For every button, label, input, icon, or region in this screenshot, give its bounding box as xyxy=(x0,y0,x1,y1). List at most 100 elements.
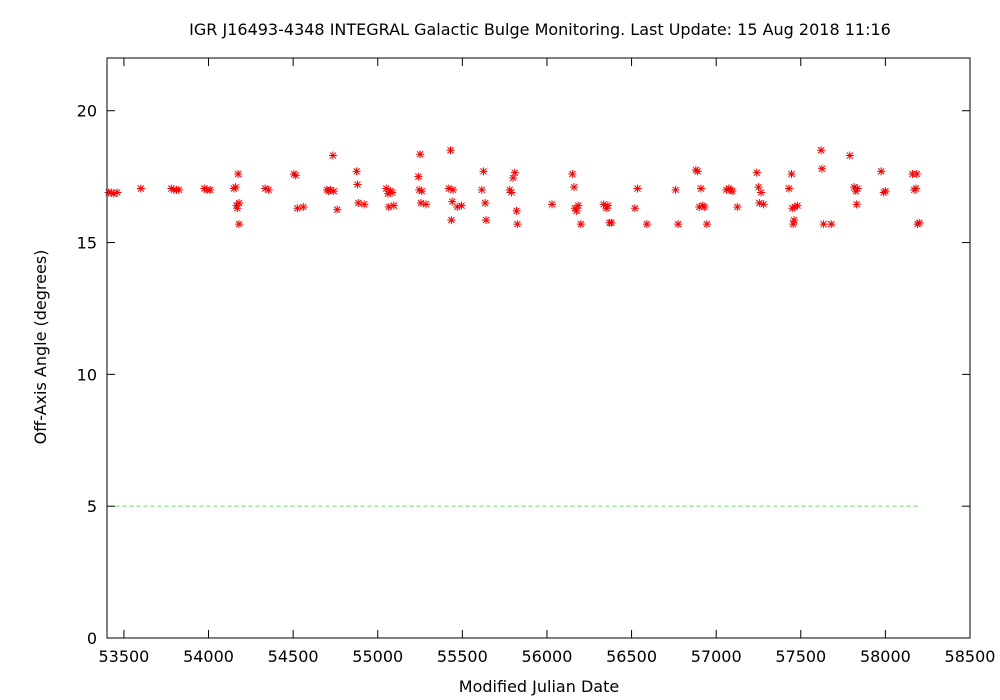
data-point xyxy=(630,204,639,213)
data-point xyxy=(333,205,342,214)
data-point xyxy=(415,185,424,194)
x-tick-label: 55000 xyxy=(352,647,403,666)
x-tick-label: 54500 xyxy=(268,647,319,666)
data-point xyxy=(790,202,799,211)
data-point xyxy=(482,216,491,225)
x-tick-label: 56000 xyxy=(522,647,573,666)
data-point xyxy=(548,200,557,209)
data-point xyxy=(360,200,369,209)
data-point xyxy=(261,184,270,193)
data-point xyxy=(752,168,761,177)
data-point xyxy=(695,202,704,211)
data-point xyxy=(602,204,611,213)
data-point xyxy=(642,220,651,229)
data-point xyxy=(505,185,514,194)
data-point xyxy=(477,185,486,194)
x-tick-label: 58000 xyxy=(860,647,911,666)
data-point xyxy=(109,189,118,198)
data-point xyxy=(291,171,300,180)
data-point xyxy=(881,187,890,196)
data-point xyxy=(233,204,242,213)
data-point xyxy=(231,183,240,192)
data-point xyxy=(853,184,862,193)
data-point xyxy=(722,185,731,194)
plot-frame xyxy=(106,57,971,639)
data-point xyxy=(384,202,393,211)
data-point xyxy=(757,188,766,197)
data-point xyxy=(788,204,797,213)
data-point xyxy=(448,197,457,206)
data-point xyxy=(174,185,183,194)
data-point xyxy=(509,173,518,182)
data-point xyxy=(414,172,423,181)
data-point xyxy=(234,199,243,207)
data-point xyxy=(911,184,920,193)
data-point xyxy=(912,170,921,178)
data-point xyxy=(200,184,209,193)
data-point xyxy=(136,184,145,193)
data-point xyxy=(479,167,488,176)
y-tick-label: 10 xyxy=(77,365,97,384)
data-point xyxy=(328,151,337,160)
data-point xyxy=(845,151,854,160)
data-point xyxy=(388,188,397,197)
data-point xyxy=(107,188,116,197)
data-point xyxy=(416,150,425,159)
data-point xyxy=(206,185,215,194)
data-point xyxy=(817,146,826,155)
data-point xyxy=(576,220,585,229)
data-point xyxy=(512,206,521,215)
data-point xyxy=(759,200,768,209)
data-point xyxy=(570,204,579,213)
data-point xyxy=(908,170,917,178)
data-point xyxy=(789,220,798,229)
data-point xyxy=(510,168,519,177)
x-axis-ticks: 53500 54000 54500 55000 55500 56000 56500 57000… xyxy=(98,58,995,666)
data-points-layer xyxy=(104,146,924,229)
data-point xyxy=(417,187,426,196)
data-point xyxy=(507,188,516,197)
data-point xyxy=(447,216,456,225)
x-tick-label: 57500 xyxy=(775,647,826,666)
data-point xyxy=(850,183,859,192)
data-point xyxy=(700,202,709,211)
data-point xyxy=(696,184,705,193)
data-point xyxy=(293,204,302,213)
data-point xyxy=(389,201,398,210)
data-point xyxy=(603,201,612,210)
x-tick-label: 56500 xyxy=(606,647,657,666)
data-point xyxy=(329,187,338,196)
data-point xyxy=(299,202,308,211)
data-point xyxy=(382,184,391,193)
data-point xyxy=(570,183,579,192)
data-point xyxy=(113,188,122,197)
x-tick-label: 58500 xyxy=(945,647,996,666)
y-tick-label: 15 xyxy=(77,234,97,253)
data-point xyxy=(167,184,176,193)
data-point xyxy=(633,184,642,193)
data-point xyxy=(755,199,764,207)
data-point xyxy=(352,167,361,176)
data-point xyxy=(446,146,455,155)
data-point xyxy=(264,185,273,194)
data-point xyxy=(481,199,490,207)
x-tick-label: 55500 xyxy=(437,647,488,666)
y-axis-label: Off-Axis Angle (degrees) xyxy=(31,250,50,445)
y-axis-ticks: 0 5 10 15 20 xyxy=(77,102,970,648)
data-point xyxy=(574,201,583,210)
data-point xyxy=(674,220,683,229)
data-point xyxy=(819,220,828,229)
data-point xyxy=(416,199,425,207)
x-tick-label: 54000 xyxy=(183,647,234,666)
data-point xyxy=(851,187,860,196)
data-point xyxy=(353,180,362,189)
data-point xyxy=(852,200,861,209)
data-point xyxy=(326,185,335,194)
data-point xyxy=(827,220,836,229)
data-point xyxy=(568,170,577,178)
data-point xyxy=(234,220,243,229)
x-tick-label: 57000 xyxy=(691,647,742,666)
data-point xyxy=(915,218,924,227)
data-point xyxy=(453,202,462,211)
